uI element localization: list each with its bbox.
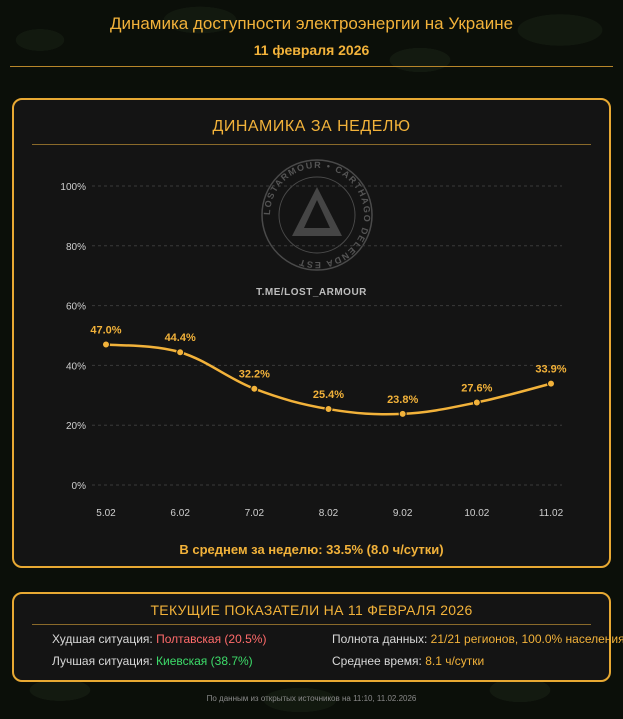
data-point <box>472 398 481 407</box>
best-situation-label: Лучшая ситуация: <box>52 654 157 668</box>
y-tick-label: 0% <box>72 481 87 492</box>
x-tick-label: 5.02 <box>96 508 116 519</box>
data-label: 44.4% <box>165 332 196 344</box>
page-date: 11 февраля 2026 <box>253 42 370 58</box>
chart-grid <box>92 185 562 486</box>
y-tick-label: 40% <box>66 361 86 372</box>
x-tick-label: 10.02 <box>464 508 489 519</box>
stats-title: ТЕКУЩИЕ ПОКАЗАТЕЛИ НА 11 ФЕВРАЛЯ 2026 <box>150 602 473 618</box>
data-point <box>250 384 259 393</box>
footer-source: По данным из открытых источников на 11:1… <box>206 694 417 703</box>
y-tick-label: 20% <box>66 421 86 432</box>
average-time-value: 8.1 ч/сутки <box>425 654 485 668</box>
chart-panel: ДИНАМИКА ЗА НЕДЕЛЮ В среднем за неделю: … <box>12 98 611 568</box>
data-label: 32.2% <box>239 369 270 381</box>
header: Динамика доступности электроэнергии на У… <box>0 0 623 68</box>
data-point <box>547 379 555 388</box>
x-tick-label: 11.02 <box>539 508 564 519</box>
data-label: 25.4% <box>313 389 344 401</box>
y-tick-label: 100% <box>60 182 86 193</box>
average-time: Среднее время: 8.1 ч/сутки <box>332 654 484 668</box>
stats-divider <box>32 624 591 625</box>
x-tick-label: 8.02 <box>319 508 339 519</box>
chart-title-divider <box>32 144 591 145</box>
x-axis-ticks: 5.02 6.02 7.02 8.02 9.02 10.02 11.02 <box>96 508 563 519</box>
x-tick-label: 9.02 <box>393 508 413 519</box>
data-point <box>398 409 407 418</box>
data-labels: 47.0% 44.4% 32.2% 25.4% 23.8% 27.6% 33.9% <box>90 324 566 405</box>
best-situation-value: Киевская (38.7%) <box>156 654 253 668</box>
data-completeness-label: Полнота данных: <box>332 632 431 646</box>
y-tick-label: 80% <box>66 242 86 253</box>
header-divider <box>10 66 613 67</box>
worst-situation-value: Полтавская (20.5%) <box>156 632 267 646</box>
data-label: 27.6% <box>461 382 492 394</box>
worst-situation: Худшая ситуация: Полтавская (20.5%) <box>52 632 266 646</box>
page-title: Динамика доступности электроэнергии на У… <box>109 14 514 33</box>
worst-situation-label: Худшая ситуация: <box>52 632 157 646</box>
data-point <box>324 405 333 414</box>
average-time-label: Среднее время: <box>332 654 426 668</box>
best-situation: Лучшая ситуация: Киевская (38.7%) <box>52 654 253 668</box>
stats-panel: ТЕКУЩИЕ ПОКАЗАТЕЛИ НА 11 ФЕВРАЛЯ 2026 Ху… <box>12 592 623 682</box>
weekly-average: В среднем за неделю: 33.5% (8.0 ч/сутки) <box>179 542 444 557</box>
data-label: 47.0% <box>90 324 121 336</box>
data-point <box>102 340 110 349</box>
x-tick-label: 7.02 <box>245 508 265 519</box>
chart-title: ДИНАМИКА ЗА НЕДЕЛЮ <box>212 118 411 135</box>
data-label: 23.8% <box>387 394 418 406</box>
data-point <box>176 348 185 357</box>
series-points <box>102 340 555 418</box>
watermark-url: T.ME/LOST_ARMOUR <box>256 287 367 298</box>
watermark-logo: LOSTARMOUR • CARTHAGO DELENDA EST <box>261 159 373 271</box>
y-axis-ticks: 0% 20% 40% 60% 80% 100% <box>60 182 86 492</box>
data-completeness-value: 21/21 регионов, 100.0% населения <box>430 632 623 646</box>
series-line <box>104 343 553 416</box>
x-tick-label: 6.02 <box>170 508 190 519</box>
data-completeness: Полнота данных: 21/21 регионов, 100.0% н… <box>332 632 623 646</box>
data-label: 33.9% <box>535 364 566 376</box>
y-tick-label: 60% <box>66 302 86 313</box>
